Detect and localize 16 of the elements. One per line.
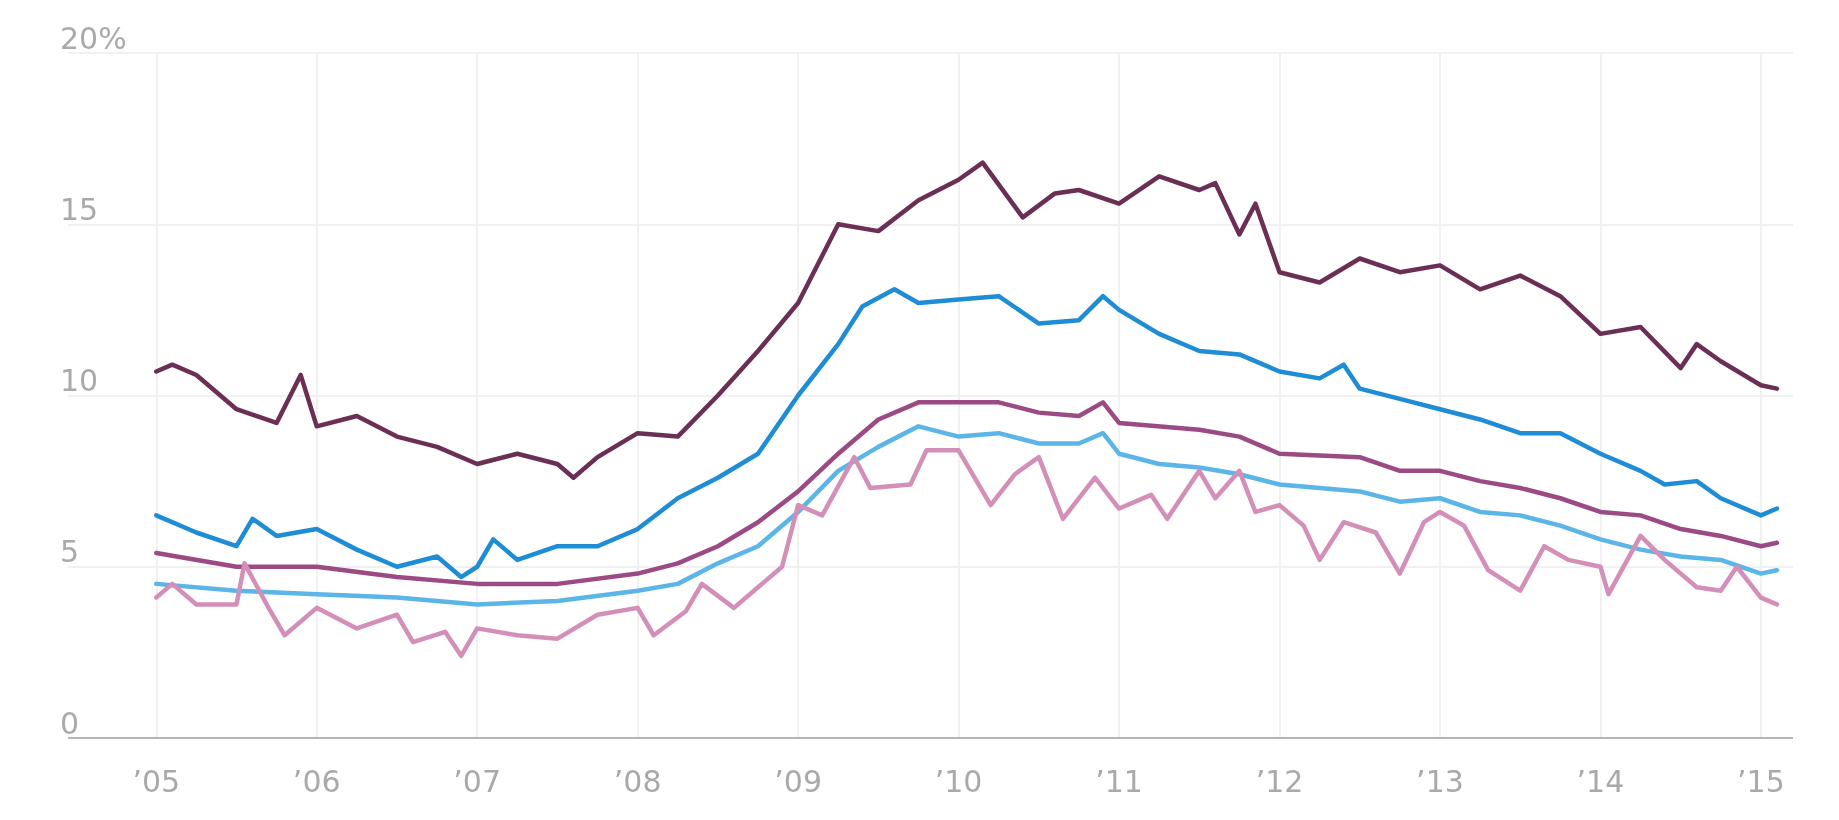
- x-tick-label: ’14: [1576, 763, 1625, 799]
- x-tick-label: ’11: [1095, 763, 1143, 799]
- x-tick-label: ’07: [453, 763, 502, 799]
- x-tick-label: ’08: [613, 763, 662, 799]
- y-tick-label: 20%: [60, 20, 127, 56]
- y-tick-label: 0: [60, 705, 80, 741]
- x-tick-label: ’13: [1416, 763, 1464, 799]
- x-tick-label: ’05: [132, 763, 181, 799]
- x-tick-label: ’10: [934, 763, 983, 799]
- y-tick-label: 5: [60, 534, 80, 570]
- x-tick-label: ’15: [1737, 763, 1785, 799]
- x-tick-label: ’12: [1255, 763, 1304, 799]
- x-tick-label: ’09: [774, 763, 822, 799]
- y-tick-label: 10: [60, 363, 99, 398]
- y-tick-label: 15: [60, 191, 99, 227]
- x-tick-label: ’06: [292, 763, 341, 799]
